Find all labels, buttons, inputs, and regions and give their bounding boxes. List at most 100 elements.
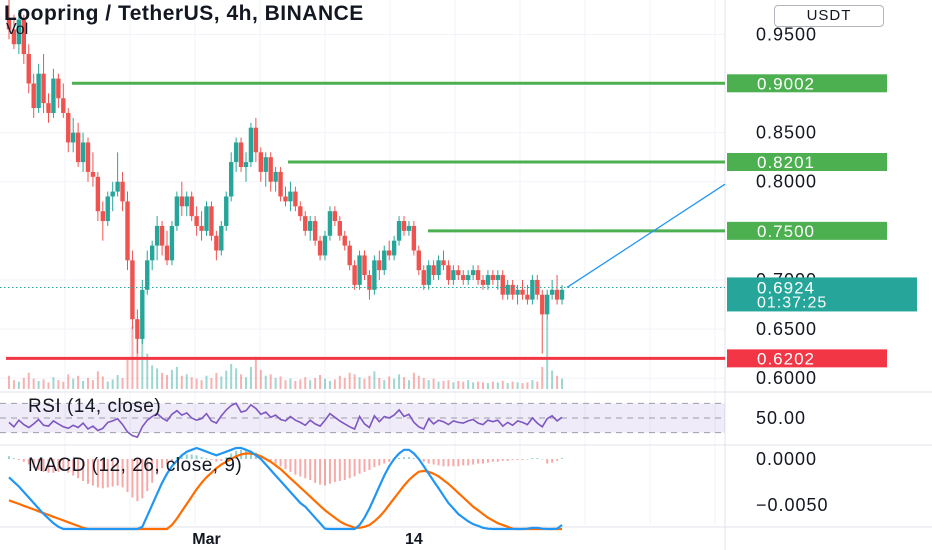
candle-body xyxy=(307,221,313,231)
candle-body xyxy=(332,211,338,222)
candle-body xyxy=(431,265,436,276)
volume-bar xyxy=(551,370,554,389)
macd-histogram-bar xyxy=(536,458,539,459)
macd-histogram-bar xyxy=(531,458,534,459)
price-axis-tick: 0.9500 xyxy=(756,24,817,44)
volume-bar xyxy=(358,377,361,389)
price-axis-tick: 0.6500 xyxy=(756,319,817,339)
volume-bar xyxy=(225,370,228,389)
candle xyxy=(100,201,106,241)
volume-bar xyxy=(289,378,292,389)
candle xyxy=(135,309,140,354)
candle-body xyxy=(154,225,160,246)
macd-histogram-bar xyxy=(368,459,371,470)
candle-body xyxy=(16,19,22,45)
level-price-label: 0.6202 xyxy=(757,349,815,368)
candle-body xyxy=(446,265,451,280)
rsi-band xyxy=(0,403,725,433)
volume-bar xyxy=(368,375,371,389)
candle-body xyxy=(303,216,308,231)
candle-body xyxy=(396,221,402,241)
candle xyxy=(238,137,244,172)
price-axis-tick: 0.8500 xyxy=(756,123,817,143)
macd-histogram-bar xyxy=(52,459,55,473)
candle-body xyxy=(391,240,397,256)
volume-bar xyxy=(106,381,109,389)
candle-body xyxy=(169,225,175,261)
macd-histogram-bar xyxy=(225,457,228,459)
macd-histogram-bar xyxy=(482,459,484,464)
candle-body xyxy=(490,275,496,280)
volume-bar xyxy=(230,363,233,389)
candle xyxy=(342,230,347,251)
candle-body xyxy=(559,289,565,300)
candle-body xyxy=(421,270,426,285)
level-price-label: 0.7500 xyxy=(757,222,815,241)
macd-histogram-bar xyxy=(551,459,554,463)
volume-bar xyxy=(22,377,25,389)
candle-body xyxy=(436,260,441,276)
volume-bar xyxy=(333,379,336,389)
volume-bar xyxy=(96,371,99,389)
volume-bar xyxy=(546,319,549,389)
candle-body xyxy=(253,127,259,153)
candle-body xyxy=(224,196,229,226)
level-price-label: 0.9002 xyxy=(757,74,815,93)
volume-bar xyxy=(353,374,356,389)
price-axis-tick: 0.8000 xyxy=(756,172,817,192)
macd-histogram-bar xyxy=(249,451,252,459)
candle xyxy=(179,181,185,217)
volume-bar xyxy=(432,378,435,389)
price-axis-tick: 0.6000 xyxy=(756,368,817,388)
candle xyxy=(337,216,343,241)
candle-body xyxy=(140,289,145,339)
candle-body xyxy=(470,270,476,276)
candle-body xyxy=(66,112,71,143)
macd-histogram-bar xyxy=(324,459,326,486)
macd-histogram-bar xyxy=(279,459,282,467)
candle-body xyxy=(475,270,481,280)
candle-body xyxy=(248,127,254,163)
macd-histogram-bar xyxy=(388,459,391,462)
time-axis-tick: 14 xyxy=(405,531,423,548)
macd-histogram-bar xyxy=(333,459,336,482)
macd-histogram-bar xyxy=(91,459,94,486)
candle xyxy=(263,152,268,187)
macd-histogram-bar xyxy=(363,459,366,472)
volume-bar xyxy=(319,375,322,389)
volume-bar xyxy=(210,377,213,389)
candle-body xyxy=(21,19,27,55)
candle xyxy=(396,216,402,246)
candle xyxy=(169,221,175,266)
candle xyxy=(80,132,86,172)
candle xyxy=(426,260,431,290)
candle xyxy=(312,216,318,246)
candle xyxy=(16,9,22,55)
volume-bar xyxy=(67,374,70,389)
candle xyxy=(159,221,165,256)
candle-body xyxy=(164,245,170,261)
volume-bar xyxy=(62,381,65,389)
volume-bar xyxy=(77,375,80,389)
macd-histogram-bar xyxy=(67,459,70,473)
candle-body xyxy=(357,255,362,285)
macd-histogram-bar xyxy=(190,454,193,459)
candle-body xyxy=(70,132,76,143)
macd-histogram-bar xyxy=(42,459,45,472)
candle xyxy=(510,279,515,300)
candle xyxy=(465,270,471,285)
candle xyxy=(505,279,510,300)
volume-bar xyxy=(72,378,75,389)
volume-bar xyxy=(249,366,252,389)
candle-body xyxy=(540,294,545,315)
volume-bar xyxy=(343,377,346,389)
volume-bar xyxy=(531,380,534,389)
candle xyxy=(470,265,476,280)
candle-body xyxy=(189,196,194,217)
currency-button[interactable]: USDT xyxy=(774,5,884,27)
candle-body xyxy=(278,171,283,197)
volume-bar xyxy=(393,378,396,389)
candle xyxy=(21,14,27,64)
volume-bar xyxy=(486,383,489,389)
